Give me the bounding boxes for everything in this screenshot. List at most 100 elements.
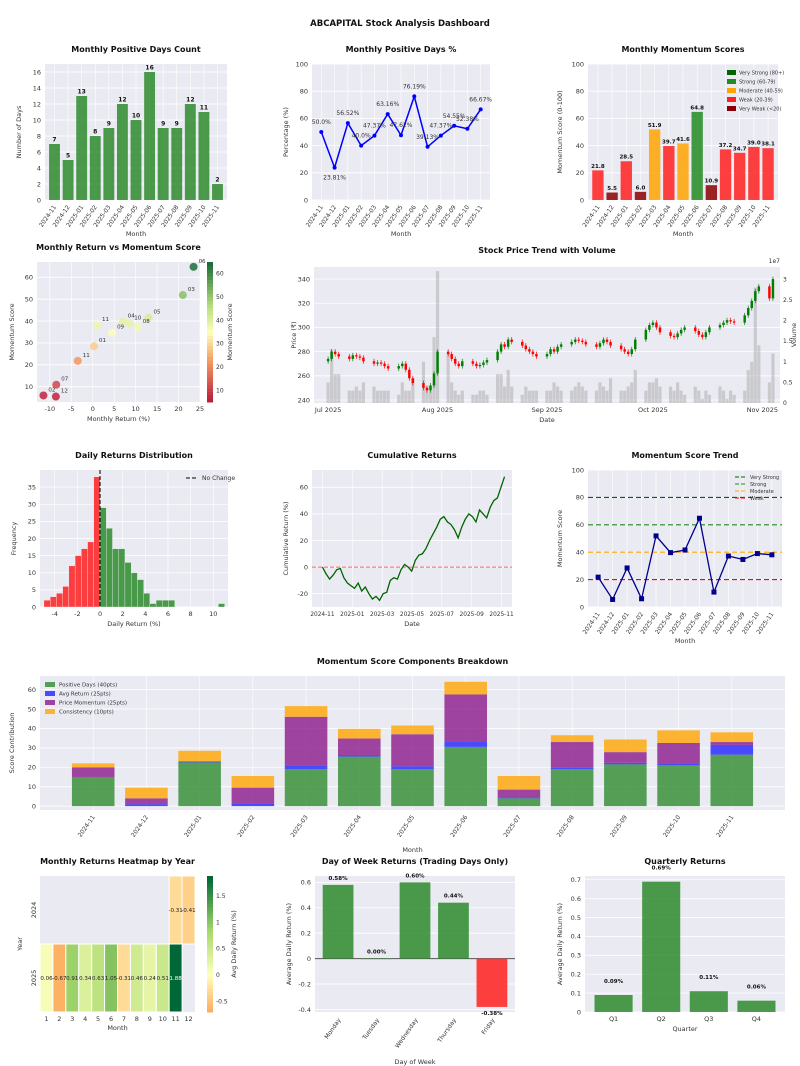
volume-bar [757, 345, 761, 403]
bar [677, 143, 689, 200]
point-label: 01 [99, 338, 106, 344]
colorbar-segment [207, 318, 213, 322]
data-point [624, 565, 630, 571]
stacked-bar-segment [338, 728, 381, 739]
colorbar-segment [207, 971, 213, 976]
data-point [399, 133, 403, 138]
y2-tick-label: 1 [783, 359, 787, 366]
candle-body [376, 362, 379, 364]
point-label: 56.52% [336, 110, 359, 117]
histogram-bar [87, 541, 94, 608]
volume-bar [732, 394, 736, 403]
y-tick-label: 4 [37, 164, 41, 172]
colorbar-segment [207, 927, 213, 931]
y2-tick-label: 0.5 [783, 379, 793, 386]
y-tick-label: 80 [576, 494, 584, 502]
y-tick-label: 100 [572, 466, 584, 474]
stacked-bar-segment [338, 755, 381, 757]
legend-label: Positive Days (40pts) [59, 683, 117, 689]
stacked-bar-segment [284, 769, 328, 807]
stacked-bar-segment [178, 750, 221, 762]
volume-bar [358, 390, 362, 403]
y-axis-label: Average Daily Return (%) [285, 903, 293, 985]
stacked-bar-segment [338, 756, 381, 807]
histogram-bar [149, 603, 157, 608]
volume-bar [577, 382, 581, 403]
data-point [372, 133, 377, 138]
chart-0 [45, 64, 227, 201]
volume-bar [524, 386, 528, 403]
y-tick-label: 16 [33, 68, 41, 76]
bar-value-label: 0.11% [699, 975, 719, 981]
candle-body [697, 331, 701, 335]
bar-value-label: 8 [93, 129, 97, 136]
heatmap-cell-label: 0.34 [79, 976, 92, 982]
x-tick-label: 11 [171, 1015, 179, 1023]
bar-value-label: 2 [215, 177, 219, 184]
candle-body [584, 341, 588, 345]
bar-value-label: 0.60% [405, 873, 425, 879]
colorbar-segment [207, 346, 213, 350]
stacked-bar-segment [391, 769, 434, 807]
y-axis-label: Score Contribution [8, 713, 16, 774]
candle-body [401, 363, 404, 367]
x-tick-label: Monday [323, 1017, 343, 1041]
point-label: 04 [128, 314, 135, 320]
candle-body [704, 332, 708, 338]
bar-value-label: 41.6 [676, 137, 690, 143]
x-tick-label: Aug 2025 [422, 406, 453, 414]
y-tick-label: 10 [28, 783, 36, 791]
stacked-bar-segment [550, 769, 594, 807]
x-tick-label: -5 [68, 405, 74, 413]
colorbar-segment [207, 269, 213, 273]
point-label: 47.37% [363, 123, 386, 130]
chart-2 [588, 63, 778, 201]
volume-bar [510, 386, 514, 403]
y2-tick-label: 3 [783, 276, 787, 283]
volume-bar [707, 394, 711, 403]
candle-body [432, 373, 436, 386]
volume-bar [608, 378, 613, 403]
bar [157, 128, 169, 200]
colorbar-segment [207, 1005, 213, 1010]
legend-swatch [45, 709, 55, 714]
volume-bar [697, 390, 701, 403]
x-tick-label: Wednesday [394, 1017, 420, 1050]
volume-bar [743, 390, 747, 403]
histogram-bar [43, 600, 51, 608]
bar [663, 146, 675, 200]
candle-body [556, 346, 559, 352]
colorbar-segment [207, 342, 213, 347]
colorbar-tick-label: -0.5 [216, 998, 228, 1005]
candle-body [496, 351, 499, 361]
bar [594, 995, 633, 1012]
bar-value-label: 9 [107, 121, 111, 128]
colorbar-segment [207, 967, 213, 972]
y-tick-label: 20 [576, 576, 584, 584]
volume-bar [725, 398, 729, 403]
volume-bar [573, 386, 577, 403]
stacked-bar-segment [444, 746, 487, 807]
chart-title: Monthly Positive Days % [346, 45, 457, 54]
candle-body [722, 322, 725, 326]
candle-body [348, 356, 351, 359]
candle-body [634, 339, 637, 350]
heatmap-cell-label: -0.31 [169, 908, 183, 914]
scatter-point [178, 291, 187, 300]
x-tick-label: 6 [109, 1015, 113, 1023]
point-label: 07 [61, 377, 68, 383]
y-axis-label: Momentum Score [556, 510, 564, 567]
bar-value-label: 28.5 [619, 155, 633, 161]
scatter-point [125, 319, 134, 328]
y-tick-label: 300 [298, 324, 310, 332]
y-tick-label: 100 [296, 60, 308, 68]
colorbar-tick-label: 40 [216, 317, 224, 324]
candle-body [598, 343, 602, 347]
chart-10 [315, 876, 515, 1012]
histogram-bar [81, 548, 88, 608]
volume-bar [375, 390, 380, 403]
chart-title: Daily Returns Distribution [75, 451, 193, 460]
candle-body [478, 364, 482, 367]
point-label: 11 [102, 317, 109, 323]
volume-bar [520, 394, 524, 403]
